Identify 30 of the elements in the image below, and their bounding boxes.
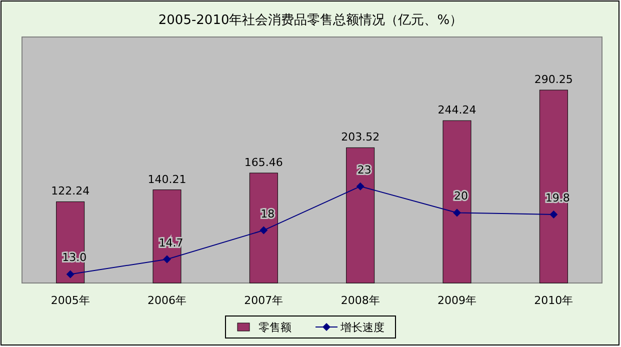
data-label: 18 xyxy=(260,207,275,220)
legend-label: 零售额 xyxy=(258,321,292,334)
data-label: 244.24 xyxy=(438,104,476,117)
x-tick-label: 2007年 xyxy=(244,294,284,307)
data-label: 23 xyxy=(357,163,372,176)
data-label: 140.21 xyxy=(148,172,186,186)
point xyxy=(356,182,364,190)
bar xyxy=(442,120,472,284)
data-label: 122.24 xyxy=(51,184,90,198)
point xyxy=(260,226,268,234)
bar xyxy=(152,190,182,284)
bar xyxy=(56,201,85,284)
legend-label: 增长速度 xyxy=(340,321,384,334)
bar xyxy=(346,147,375,284)
x-tick-label: 2010年 xyxy=(534,294,574,307)
data-label: 20 xyxy=(454,190,468,203)
x-tick-label: 2006年 xyxy=(148,294,186,307)
point xyxy=(453,208,461,217)
bar xyxy=(539,90,568,284)
x-tick-label: 2008年 xyxy=(340,294,380,307)
bar xyxy=(249,172,278,284)
data-label: 203.52 xyxy=(341,130,380,144)
data-label: 165.46 xyxy=(244,156,283,169)
point xyxy=(550,210,558,218)
point xyxy=(66,270,74,278)
data-label: 290.25 xyxy=(534,73,573,86)
point xyxy=(163,255,171,264)
x-tick-label: 2005年 xyxy=(50,294,90,307)
x-tick-label: 2009年 xyxy=(438,294,476,307)
chart-title: 2005-2010年社会消费品零售总额情况（亿元、%） xyxy=(158,13,463,28)
